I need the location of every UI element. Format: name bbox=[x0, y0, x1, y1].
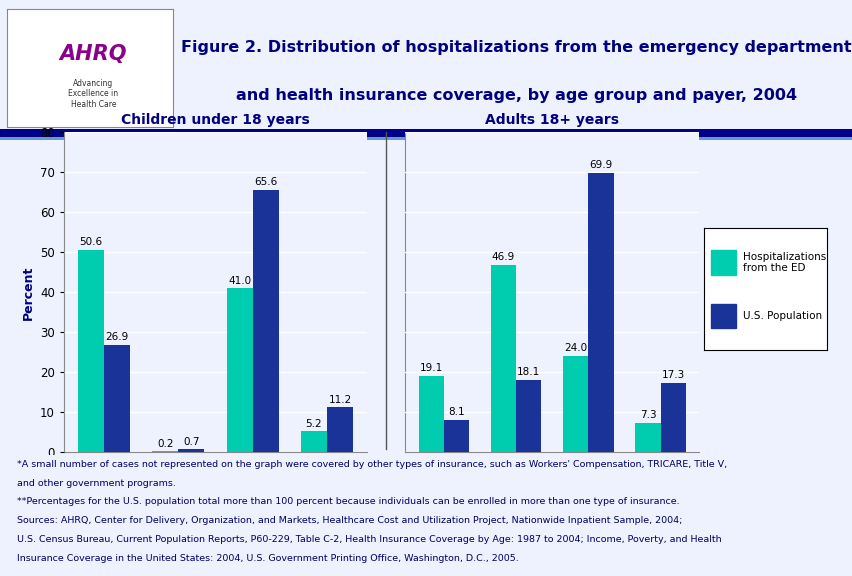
Text: Insurance Coverage in the United States: 2004, U.S. Government Printing Office, : Insurance Coverage in the United States:… bbox=[17, 554, 518, 563]
Bar bbox=[562, 356, 588, 452]
Bar bbox=[78, 250, 104, 452]
Bar bbox=[104, 344, 130, 452]
Text: and health insurance coverage, by age group and payer, 2004: and health insurance coverage, by age gr… bbox=[235, 88, 796, 103]
Text: **Percentages for the U.S. population total more than 100 percent because indivi: **Percentages for the U.S. population to… bbox=[17, 498, 679, 506]
Bar bbox=[515, 380, 541, 452]
Title: Adults 18+ years: Adults 18+ years bbox=[485, 113, 619, 127]
Text: 11.2: 11.2 bbox=[328, 395, 351, 404]
Text: Hospitalizations
from the ED: Hospitalizations from the ED bbox=[742, 252, 826, 273]
Text: 65.6: 65.6 bbox=[254, 177, 277, 187]
Bar bbox=[660, 383, 685, 452]
Bar bbox=[443, 420, 469, 452]
Bar bbox=[301, 431, 326, 452]
Bar bbox=[588, 173, 613, 452]
Text: AHRQ: AHRQ bbox=[60, 44, 127, 63]
Text: 69.9: 69.9 bbox=[589, 160, 612, 170]
Text: 26.9: 26.9 bbox=[105, 332, 129, 342]
Text: 46.9: 46.9 bbox=[492, 252, 515, 262]
Bar bbox=[711, 250, 735, 275]
Bar bbox=[326, 407, 353, 452]
Bar bbox=[418, 376, 443, 452]
Text: U.S. Population: U.S. Population bbox=[742, 311, 821, 321]
Text: Advancing
Excellence in
Health Care: Advancing Excellence in Health Care bbox=[68, 79, 118, 108]
Text: 19.1: 19.1 bbox=[419, 363, 442, 373]
Bar bbox=[711, 304, 735, 328]
Bar bbox=[178, 449, 204, 452]
Y-axis label: Percent: Percent bbox=[21, 265, 34, 320]
Bar bbox=[227, 289, 252, 452]
Text: 5.2: 5.2 bbox=[305, 419, 322, 429]
Text: *A small number of cases not represented on the graph were covered by other type: *A small number of cases not represented… bbox=[17, 460, 726, 469]
Text: U.S. Census Bureau, Current Population Reports, P60-229, Table C-2, Health Insur: U.S. Census Bureau, Current Population R… bbox=[17, 535, 721, 544]
Text: 0.7: 0.7 bbox=[182, 437, 199, 446]
Text: 18.1: 18.1 bbox=[516, 367, 540, 377]
Text: 41.0: 41.0 bbox=[227, 275, 250, 286]
Text: and other government programs.: and other government programs. bbox=[17, 479, 176, 488]
Text: 50.6: 50.6 bbox=[79, 237, 102, 247]
Text: 7.3: 7.3 bbox=[639, 410, 656, 420]
Bar bbox=[490, 265, 515, 452]
Text: Figure 2. Distribution of hospitalizations from the emergency department: Figure 2. Distribution of hospitalizatio… bbox=[181, 40, 850, 55]
Bar bbox=[252, 190, 279, 452]
Text: 0.2: 0.2 bbox=[157, 438, 173, 449]
Text: Sources: AHRQ, Center for Delivery, Organization, and Markets, Healthcare Cost a: Sources: AHRQ, Center for Delivery, Orga… bbox=[17, 516, 682, 525]
Text: 8.1: 8.1 bbox=[447, 407, 464, 417]
Text: 17.3: 17.3 bbox=[661, 370, 684, 380]
Bar bbox=[635, 423, 660, 452]
Text: 24.0: 24.0 bbox=[563, 343, 587, 354]
Title: Children under 18 years: Children under 18 years bbox=[121, 113, 309, 127]
